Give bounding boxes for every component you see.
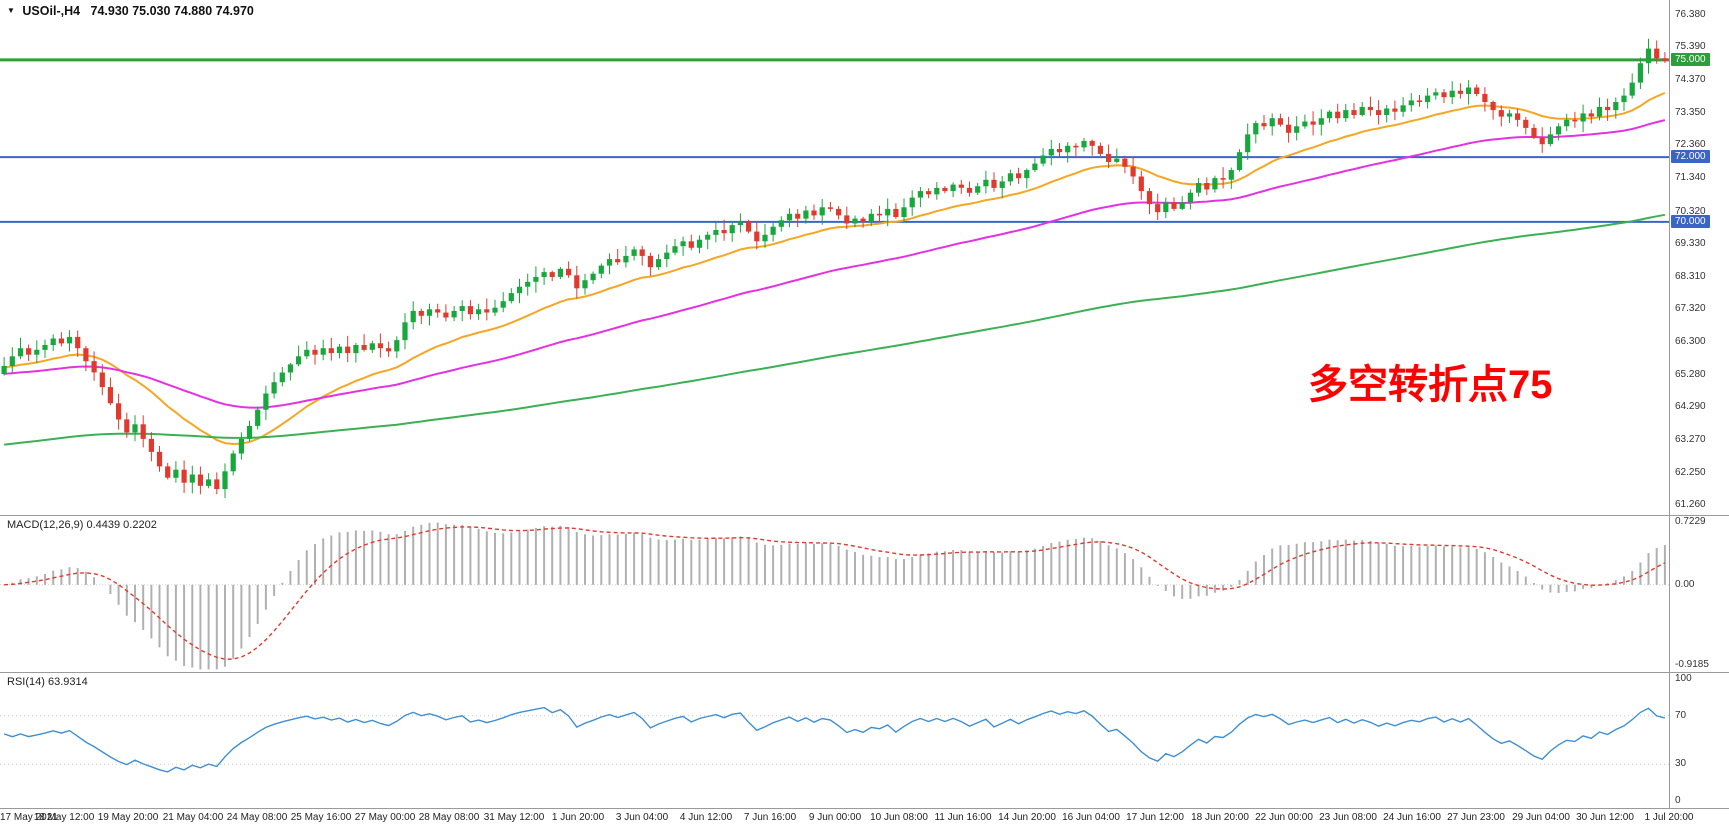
time-axis-label: 27 May 00:00 — [354, 812, 416, 823]
time-axis-label: 11 Jun 16:00 — [934, 812, 992, 823]
chart-title: ▼ USOil-,H4 74.930 75.030 74.880 74.970 — [7, 4, 254, 18]
price-line-badge: 75.000 — [1671, 52, 1710, 66]
price-axis-label: 61.260 — [1675, 498, 1706, 510]
time-axis-label: 18 May 12:00 — [33, 812, 95, 823]
price-axis-label: 67.320 — [1675, 302, 1706, 314]
macd-axis-label: 0.00 — [1675, 578, 1695, 590]
time-axis-label: 24 May 08:00 — [226, 812, 288, 823]
macd-axis-label: 0.7229 — [1675, 515, 1706, 527]
time-axis-label: 7 Jun 16:00 — [743, 812, 797, 823]
panel-separator[interactable] — [0, 515, 1729, 516]
price-axis-label: 75.390 — [1675, 41, 1706, 53]
price-axis-label: 73.350 — [1675, 107, 1706, 119]
time-axis-label: 29 Jun 04:00 — [1512, 812, 1570, 823]
price-line-badge: 70.000 — [1671, 214, 1710, 228]
price-axis-label: 64.290 — [1675, 400, 1706, 412]
time-axis-label: 17 Jun 12:00 — [1126, 812, 1184, 823]
time-axis-label: 19 May 20:00 — [97, 812, 159, 823]
time-axis-label: 4 Jun 12:00 — [679, 812, 733, 823]
price-axis[interactable]: 76.380 75.390 74.370 73.350 72.360 71.340 70.3… — [1670, 0, 1728, 515]
time-axis-label: 30 Jun 12:00 — [1576, 812, 1634, 823]
price-axis-label: 74.370 — [1675, 74, 1706, 86]
price-axis-label: 65.280 — [1675, 368, 1706, 380]
price-axis-label: 70.320 — [1675, 205, 1706, 217]
time-axis-label: 22 Jun 00:00 — [1255, 812, 1313, 823]
time-axis-label: 25 May 16:00 — [290, 812, 352, 823]
rsi-axis-label: 100 — [1675, 673, 1692, 685]
rsi-indicator-label: RSI(14) 63.9314 — [7, 676, 88, 688]
time-axis-label: 23 Jun 08:00 — [1319, 812, 1377, 823]
time-axis-label: 10 Jun 08:00 — [870, 812, 928, 823]
macd-axis[interactable]: 0.7229 0.00 -0.9185 — [1670, 515, 1728, 672]
panel-separator — [0, 808, 1729, 809]
price-axis-label: 68.310 — [1675, 270, 1706, 282]
price-line-badge: 72.000 — [1671, 150, 1710, 164]
price-axis-border — [1669, 0, 1670, 808]
time-axis-label: 3 Jun 04:00 — [615, 812, 669, 823]
rsi-axis-label: 30 — [1675, 758, 1687, 770]
macd-axis-label: -0.9185 — [1675, 658, 1709, 670]
price-axis-label: 72.360 — [1675, 139, 1706, 151]
price-axis-label: 63.270 — [1675, 433, 1706, 445]
time-axis-label: 31 May 12:00 — [483, 812, 545, 823]
macd-panel-canvas[interactable] — [0, 515, 1669, 672]
chart-symbol-period: USOil-,H4 — [22, 4, 81, 18]
time-axis-label: 18 Jun 20:00 — [1191, 812, 1249, 823]
time-axis-label: 24 Jun 16:00 — [1383, 812, 1441, 823]
symbol-dropdown-icon[interactable]: ▼ — [7, 6, 15, 15]
panel-separator[interactable] — [0, 672, 1729, 673]
price-axis-label: 62.250 — [1675, 466, 1706, 478]
macd-indicator-label: MACD(12,26,9) 0.4439 0.2202 — [7, 519, 157, 531]
chart-annotation-text: 多空转折点75 — [1308, 363, 1553, 407]
chart-ohlc-values: 74.930 75.030 74.880 74.970 — [90, 4, 254, 18]
price-axis-label: 76.380 — [1675, 9, 1706, 21]
time-axis-label: 28 May 08:00 — [418, 812, 480, 823]
time-axis-label: 9 Jun 00:00 — [808, 812, 862, 823]
time-axis-label: 16 Jun 04:00 — [1062, 812, 1120, 823]
price-axis-label: 66.300 — [1675, 335, 1706, 347]
price-axis-label: 71.340 — [1675, 172, 1706, 184]
time-axis-label: 21 May 04:00 — [162, 812, 224, 823]
time-axis-label: 17 May 2021 — [0, 812, 58, 823]
rsi-panel-canvas[interactable] — [0, 672, 1669, 808]
time-axis-label: 1 Jun 20:00 — [551, 812, 605, 823]
price-axis-label: 69.330 — [1675, 237, 1706, 249]
price-chart-canvas[interactable] — [0, 0, 1669, 515]
time-axis-label: 14 Jun 20:00 — [998, 812, 1056, 823]
time-axis-label: 1 Jul 20:00 — [1644, 812, 1694, 823]
rsi-axis[interactable]: 100 70 30 0 — [1670, 672, 1728, 808]
time-axis[interactable]: 17 May 2021 18 May 12:00 19 May 20:00 21 Ma… — [0, 812, 1729, 834]
rsi-axis-label: 0 — [1675, 794, 1681, 806]
time-axis-label: 27 Jun 23:00 — [1447, 812, 1505, 823]
rsi-axis-label: 70 — [1675, 709, 1687, 721]
